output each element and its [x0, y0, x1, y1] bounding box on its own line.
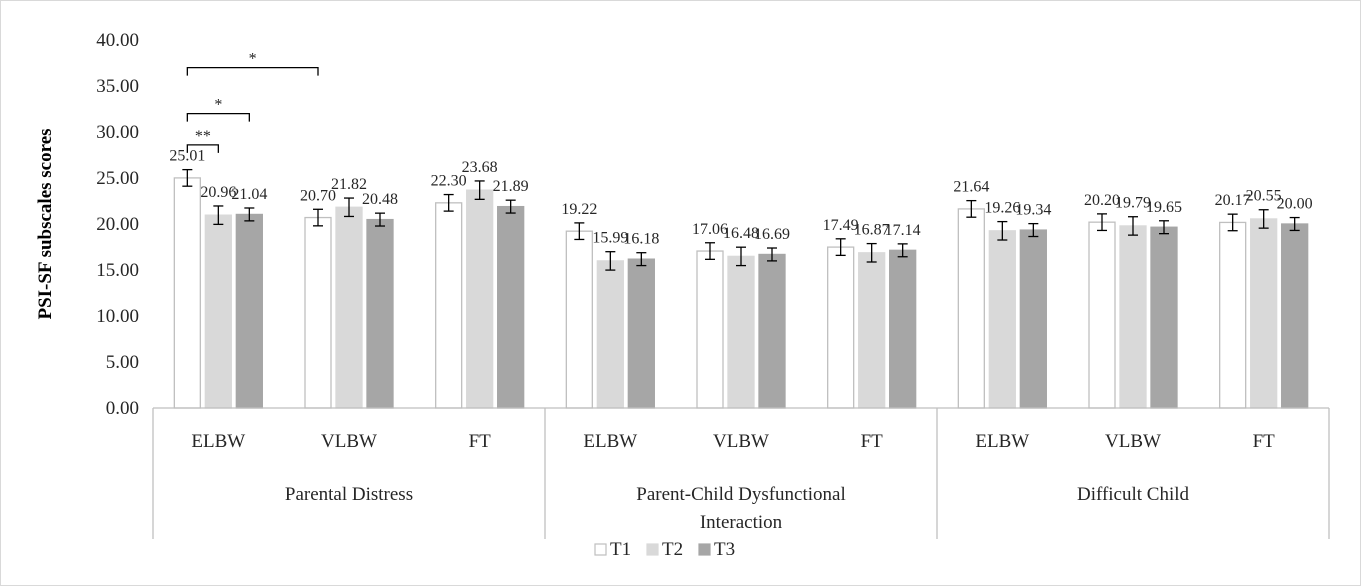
bar-T1-2: [435, 202, 463, 409]
category-label: ELBW: [583, 431, 637, 452]
significance-marker: **: [195, 128, 211, 145]
data-label: 16.48: [723, 225, 759, 242]
data-label: 19.34: [1015, 202, 1051, 219]
group-label: Parent-Child Dysfunctional: [636, 484, 846, 505]
data-label: 17.14: [885, 222, 921, 239]
bar-T3-4: [758, 253, 786, 409]
data-label: 16.18: [623, 231, 659, 248]
data-label: 19.26: [984, 200, 1020, 217]
bar-T1-3: [565, 230, 593, 409]
bar-T2-6: [988, 230, 1016, 409]
bar-T2-3: [596, 260, 624, 409]
data-label: 16.87: [854, 222, 890, 239]
y-axis-title: PSI-SF subscales scores: [35, 128, 56, 319]
data-label: 22.30: [431, 173, 467, 190]
legend-label: T2: [662, 539, 683, 560]
data-label: 19.79: [1115, 195, 1151, 212]
data-label: 21.04: [231, 186, 267, 203]
significance-bracket: [186, 66, 319, 76]
y-tick-label: 0.00: [106, 398, 139, 419]
y-tick-label: 30.00: [96, 122, 139, 143]
data-label: 15.99: [592, 230, 628, 247]
data-label: 20.48: [362, 191, 398, 208]
bar-T1-0: [173, 177, 201, 409]
data-label: 21.89: [493, 178, 529, 195]
data-label: 23.68: [462, 159, 498, 176]
bar-T1-7: [1088, 221, 1116, 409]
category-label: FT: [861, 431, 884, 452]
bar-T3-2: [497, 205, 525, 409]
data-label: 21.82: [331, 176, 367, 193]
bar-T2-0: [204, 214, 232, 409]
group-label: Interaction: [700, 512, 783, 533]
bar-T2-1: [335, 206, 363, 409]
data-label: 19.22: [561, 201, 597, 218]
group-label: Difficult Child: [1077, 484, 1190, 505]
data-label: 20.55: [1246, 188, 1282, 205]
legend-swatch-T1: [594, 543, 607, 556]
data-label: 17.06: [692, 221, 728, 238]
bar-T2-4: [727, 255, 755, 409]
data-label: 19.65: [1146, 199, 1182, 216]
y-tick-label: 15.00: [96, 260, 139, 281]
category-label: VLBW: [713, 431, 769, 452]
legend-label: T1: [610, 539, 631, 560]
legend-swatch-T3: [698, 543, 711, 556]
significance-marker: *: [214, 97, 222, 114]
data-label: 16.69: [754, 226, 790, 243]
legend-swatch-T2: [646, 543, 659, 556]
bar-T2-5: [858, 252, 886, 409]
bar-T1-4: [696, 250, 724, 409]
bar-T3-5: [889, 249, 917, 409]
y-tick-label: 40.00: [96, 30, 139, 51]
data-label: 20.17: [1215, 192, 1251, 209]
bar-T3-7: [1150, 226, 1178, 409]
bar-T1-1: [304, 216, 332, 409]
bar-T1-6: [957, 208, 985, 409]
category-label: ELBW: [191, 431, 245, 452]
data-label: 21.64: [953, 179, 989, 196]
category-label: FT: [469, 431, 492, 452]
y-tick-label: 20.00: [96, 214, 139, 235]
bar-T3-8: [1281, 223, 1309, 409]
bar-T2-8: [1250, 218, 1278, 409]
y-tick-label: 10.00: [96, 306, 139, 327]
bar-T1-8: [1219, 221, 1247, 409]
y-tick-label: 25.00: [96, 168, 139, 189]
significance-bracket: [186, 112, 250, 122]
category-label: VLBW: [1105, 431, 1161, 452]
significance-bracket: [186, 144, 219, 153]
data-label: 20.70: [300, 187, 336, 204]
y-tick-label: 35.00: [96, 76, 139, 97]
bar-T1-5: [827, 246, 855, 409]
bar-T2-7: [1119, 225, 1147, 409]
data-label: 17.49: [823, 217, 859, 234]
data-label: 20.00: [1277, 196, 1313, 213]
bar-T3-0: [235, 213, 263, 409]
bar-T2-2: [466, 189, 494, 409]
data-label: 20.20: [1084, 192, 1120, 209]
legend-label: T3: [714, 539, 735, 560]
y-tick-label: 5.00: [106, 352, 139, 373]
bar-T3-1: [366, 218, 394, 409]
data-label: 25.01: [169, 148, 205, 165]
category-label: ELBW: [975, 431, 1029, 452]
category-label: FT: [1253, 431, 1276, 452]
significance-marker: *: [249, 51, 257, 68]
category-label: VLBW: [321, 431, 377, 452]
bar-T3-6: [1019, 229, 1047, 409]
bar-T3-3: [627, 258, 655, 409]
data-label: 20.96: [200, 184, 236, 201]
group-label: Parental Distress: [285, 484, 413, 505]
